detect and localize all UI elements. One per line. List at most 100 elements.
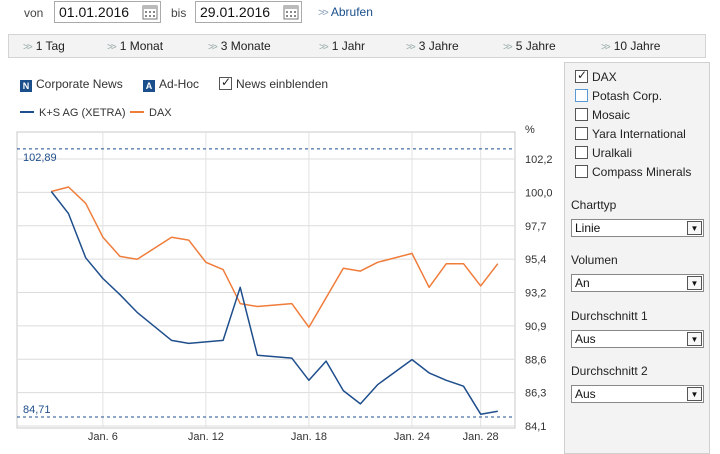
corporate-news-label: Corporate News xyxy=(36,77,123,91)
y-tick-label: 95,4 xyxy=(525,254,546,266)
durchschnitt1-label: Durchschnitt 1 xyxy=(571,309,648,323)
ad-hoc-icon: A xyxy=(143,80,155,92)
to-date-input[interactable]: 29.01.2016 xyxy=(195,1,302,23)
series-line-dax xyxy=(51,186,499,328)
time-range-bar: >> 1 Tag >> 1 Monat >> 3 Monate >> 1 Jahr >>… xyxy=(8,34,706,58)
corporate-news-filter[interactable]: N Corporate News xyxy=(20,77,123,92)
compare-label: DAX xyxy=(592,70,617,84)
chevron-down-icon[interactable]: ▼ xyxy=(687,221,702,235)
to-label: bis xyxy=(171,6,187,20)
fetch-label: Abrufen xyxy=(330,5,373,19)
compare-compass[interactable]: Compass Minerals xyxy=(575,165,691,179)
chevron-right-icon: >> xyxy=(208,42,218,53)
compare-label: Compass Minerals xyxy=(592,165,692,179)
compare-uralkali[interactable]: Uralkali xyxy=(575,146,632,160)
legend-dax: DAX xyxy=(130,107,172,119)
chevron-right-icon: >> xyxy=(319,42,329,53)
durchschnitt2-value: Aus xyxy=(575,387,596,401)
charttyp-label: Charttyp xyxy=(571,198,617,212)
range-3-monate[interactable]: >> 3 Monate xyxy=(208,39,271,53)
compare-compass-checkbox[interactable] xyxy=(575,165,588,178)
news-toggle-label: News einblenden xyxy=(236,77,329,91)
range-1-jahr[interactable]: >> 1 Jahr xyxy=(319,39,365,53)
x-tick-label: Jan. 6 xyxy=(88,431,118,443)
range-label: 1 Tag xyxy=(35,39,65,53)
fetch-link[interactable]: >> Abrufen xyxy=(318,5,373,19)
calendar-icon[interactable] xyxy=(142,4,158,20)
to-date-value: 29.01.2016 xyxy=(200,4,271,20)
range-1-monat[interactable]: >> 1 Monat xyxy=(107,39,163,53)
legend-dax-label: DAX xyxy=(149,107,172,119)
charttyp-select[interactable]: Linie ▼ xyxy=(571,219,704,237)
chevron-down-icon[interactable]: ▼ xyxy=(687,387,702,401)
y-tick-label: 93,2 xyxy=(525,288,546,300)
range-3-jahre[interactable]: >> 3 Jahre xyxy=(406,39,459,53)
volumen-select[interactable]: An ▼ xyxy=(571,274,704,292)
calendar-icon[interactable] xyxy=(283,4,299,20)
durchschnitt2-select[interactable]: Aus ▼ xyxy=(571,385,704,403)
price-chart: 102,2 100,0 97,7 95,4 93,2 90,9 88,6 86,3 84,1% J… xyxy=(16,124,553,443)
range-label: 10 Jahre xyxy=(613,39,661,53)
charttyp-value: Linie xyxy=(575,221,601,235)
chevron-right-icon: >> xyxy=(23,42,33,53)
volumen-value: An xyxy=(575,276,590,290)
from-date-value: 01.01.2016 xyxy=(59,4,130,20)
chevron-right-icon: >> xyxy=(601,42,611,53)
compare-label: Potash Corp. xyxy=(592,89,663,103)
corporate-news-icon: N xyxy=(20,80,32,92)
from-label: von xyxy=(24,6,44,20)
range-label: 1 Jahr xyxy=(331,39,366,53)
y-tick-label: 86,3 xyxy=(525,388,546,400)
date-range-row: von 01.01.2016 bis 29.01.2016 >> Abrufen xyxy=(0,0,720,26)
y-tick-label: 90,9 xyxy=(525,321,546,333)
compare-dax[interactable]: DAX xyxy=(575,68,617,84)
x-tick-label: Jan. 28 xyxy=(463,431,499,443)
high-value-label: 102,89 xyxy=(23,152,57,164)
compare-yara-checkbox[interactable] xyxy=(575,127,588,140)
range-10-jahre[interactable]: >> 10 Jahre xyxy=(601,39,660,53)
from-date-input[interactable]: 01.01.2016 xyxy=(54,1,161,23)
range-label: 3 Jahre xyxy=(418,39,459,53)
range-label: 3 Monate xyxy=(220,39,271,53)
y-unit-label: % xyxy=(525,124,535,136)
legend-swatch-dax xyxy=(130,111,144,113)
compare-yara[interactable]: Yara International xyxy=(575,127,686,141)
compare-mosaic-checkbox[interactable] xyxy=(575,108,588,121)
chevron-right-icon: >> xyxy=(107,42,117,53)
y-tick-label: 97,7 xyxy=(525,221,546,233)
x-tick-label: Jan. 12 xyxy=(188,431,224,443)
compare-label: Uralkali xyxy=(592,146,633,160)
x-tick-label: Jan. 18 xyxy=(291,431,327,443)
ad-hoc-filter[interactable]: A Ad-Hoc xyxy=(143,77,199,92)
durchschnitt1-select[interactable]: Aus ▼ xyxy=(571,330,704,348)
compare-dax-checkbox[interactable] xyxy=(575,68,588,83)
durchschnitt1-value: Aus xyxy=(575,332,596,346)
durchschnitt2-label: Durchschnitt 2 xyxy=(571,364,648,378)
y-tick-label: 102,2 xyxy=(525,154,553,166)
comparison-panel: DAX Potash Corp. Mosaic Yara Internation… xyxy=(564,62,710,454)
compare-uralkali-checkbox[interactable] xyxy=(575,146,588,159)
range-label: 5 Jahre xyxy=(515,39,556,53)
news-checkbox[interactable] xyxy=(219,75,232,90)
range-1-tag[interactable]: >> 1 Tag xyxy=(23,39,65,53)
chevron-right-icon: >> xyxy=(503,42,513,53)
compare-mosaic[interactable]: Mosaic xyxy=(575,108,630,122)
compare-label: Mosaic xyxy=(592,108,631,122)
chevron-down-icon[interactable]: ▼ xyxy=(687,332,702,346)
x-tick-label: Jan. 24 xyxy=(394,431,430,443)
chevron-down-icon[interactable]: ▼ xyxy=(687,276,702,290)
compare-label: Yara International xyxy=(592,127,686,141)
chevron-right-icon: >> xyxy=(318,7,329,19)
compare-potash[interactable]: Potash Corp. xyxy=(575,89,662,103)
news-toggle[interactable]: News einblenden xyxy=(219,75,329,91)
ad-hoc-label: Ad-Hoc xyxy=(159,77,200,91)
series-line-ks xyxy=(50,191,498,415)
range-label: 1 Monat xyxy=(119,39,164,53)
low-value-label: 84,71 xyxy=(23,404,51,416)
compare-potash-checkbox[interactable] xyxy=(575,89,588,102)
y-tick-label: 88,6 xyxy=(525,354,546,366)
legend-ks-label: K+S AG (XETRA) xyxy=(39,107,126,119)
chevron-right-icon: >> xyxy=(406,42,416,53)
range-5-jahre[interactable]: >> 5 Jahre xyxy=(503,39,556,53)
legend-ks: K+S AG (XETRA) xyxy=(20,107,126,119)
